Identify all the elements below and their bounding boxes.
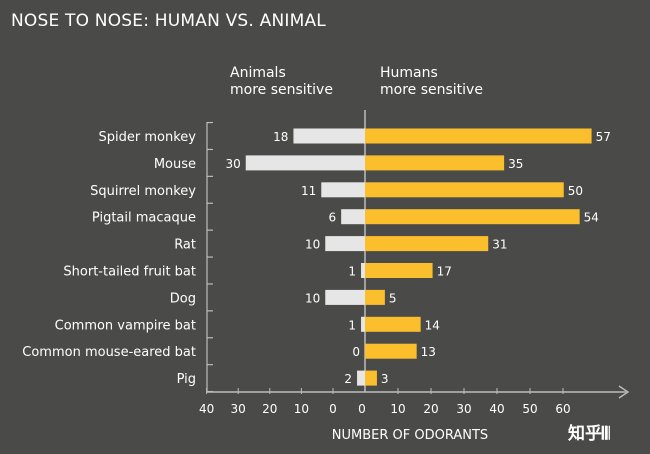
category-label: Pig: [177, 372, 196, 387]
human-bar: [365, 263, 433, 278]
human-bar: [365, 236, 489, 252]
human-bar: [365, 289, 385, 305]
animal-bar: [341, 209, 365, 225]
animal-bar: [245, 155, 365, 171]
chart-title: NOSE TO NOSE: HUMAN VS. ANIMAL: [11, 11, 326, 31]
human-bar: [365, 128, 592, 144]
category-label: Common mouse-eared bat: [22, 345, 196, 360]
x-tick-label: 10: [390, 402, 405, 416]
human-value-label: 3: [381, 372, 389, 386]
animal-value-label: 1: [348, 318, 356, 332]
x-tick-label: 20: [423, 402, 438, 416]
animal-value-label: 11: [301, 184, 316, 198]
animal-value-label: 30: [225, 157, 240, 171]
x-tick-label: 20: [262, 402, 277, 416]
animal-bar: [361, 316, 365, 332]
human-bar: [365, 155, 505, 171]
x-tick-label: 30: [231, 402, 246, 416]
human-value-label: 17: [437, 265, 452, 279]
animal-value-label: 18: [273, 130, 288, 144]
human-bar: [365, 316, 421, 332]
x-axis-arrow: [618, 385, 630, 399]
animal-value-label: 2: [344, 372, 352, 386]
x-axis-title: NUMBER OF ODORANTS: [332, 428, 488, 443]
animal-bar: [325, 289, 365, 305]
zhihu-watermark: 知乎𝄃𝄃: [568, 424, 610, 444]
animal-bar: [325, 236, 365, 252]
human-value-label: 5: [389, 291, 397, 305]
x-tick-label: 50: [522, 402, 537, 416]
category-label: Rat: [174, 238, 196, 253]
x-tick-label: 60: [555, 402, 570, 416]
right-header-line: more sensitive: [380, 82, 483, 98]
human-value-label: 54: [584, 211, 599, 225]
category-label: Dog: [170, 291, 196, 306]
x-tick-label: 10: [294, 402, 309, 416]
category-label: Common vampire bat: [55, 318, 196, 333]
human-value-label: 31: [492, 238, 507, 252]
category-label: Spider monkey: [99, 130, 197, 145]
category-label: Squirrel monkey: [90, 184, 196, 199]
animal-value-label: 10: [305, 291, 320, 305]
left-header-line: Animals: [230, 65, 286, 81]
human-bar: [365, 209, 580, 225]
category-label: Short-tailed fruit bat: [63, 265, 196, 280]
animal-bar: [357, 370, 365, 386]
human-bar: [365, 343, 417, 359]
x-tick-label: 30: [456, 402, 471, 416]
animal-bar: [293, 128, 365, 144]
category-label: Mouse: [154, 157, 196, 172]
animal-bar: [321, 182, 365, 198]
category-label: Pigtail macaque: [92, 211, 196, 226]
human-value-label: 14: [425, 318, 440, 332]
animal-value-label: 10: [305, 238, 320, 252]
right-header-line: Humans: [380, 65, 438, 81]
x-tick-label: 40: [489, 402, 504, 416]
animal-value-label: 1: [348, 265, 356, 279]
left-header-line: more sensitive: [230, 82, 333, 98]
x-tick-label: 40: [199, 402, 214, 416]
human-value-label: 57: [596, 130, 611, 144]
human-value-label: 50: [568, 184, 583, 198]
human-value-label: 13: [421, 345, 436, 359]
x-tick-label: 0: [329, 402, 337, 416]
human-bar: [365, 370, 377, 386]
animal-value-label: 6: [329, 211, 337, 225]
x-tick-label-zero: 0: [358, 402, 366, 416]
animal-bar: [361, 263, 365, 278]
animal-value-label: 0: [352, 345, 360, 359]
human-value-label: 35: [508, 157, 523, 171]
human-bar: [365, 182, 564, 198]
